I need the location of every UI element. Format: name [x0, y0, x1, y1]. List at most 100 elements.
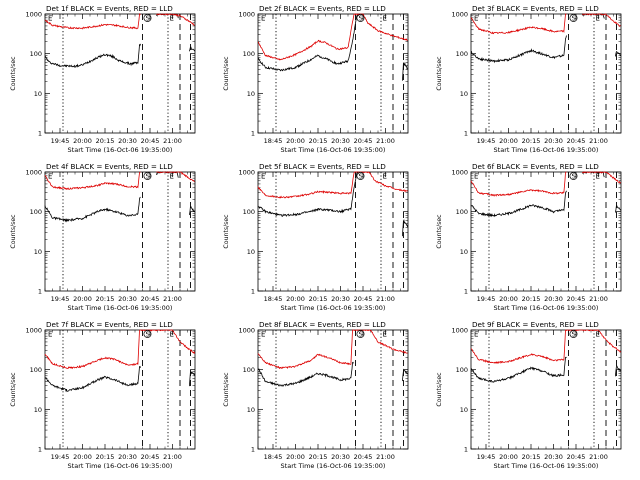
x-tick-label: 21:00 [376, 295, 395, 303]
y-tick-label: 10 [34, 90, 42, 98]
saa-annotation-circle [143, 330, 152, 338]
x-tick-label: 21:00 [589, 453, 608, 461]
x-tick-label: 20:30 [331, 453, 350, 461]
x-tick-label: 21:00 [376, 137, 395, 145]
y-tick-label: 1 [251, 288, 255, 296]
panel-title: Det 3f BLACK = Events, RED = LLD [472, 4, 599, 13]
eclipse-annotation: E [383, 15, 387, 23]
y-tick-label: 10 [460, 90, 468, 98]
eclipse-annotation: E [48, 331, 52, 339]
x-tick-label: 20:15 [309, 137, 328, 145]
eclipse-annotation: E [474, 173, 478, 181]
plot-frame [470, 13, 622, 134]
y-tick-label: 1 [251, 130, 255, 138]
y-tick-label: 1 [38, 130, 42, 138]
panel-title: Det 5f BLACK = Events, RED = LLD [259, 162, 386, 171]
y-axis-label: Counts/sec [10, 372, 17, 407]
y-tick-label: 1000 [25, 169, 42, 177]
eclipse-annotation: E [170, 15, 174, 23]
x-tick-label: 20:00 [499, 453, 518, 461]
eclipse-annotation: E [261, 15, 265, 23]
x-tick-label: 20:15 [309, 295, 328, 303]
y-tick-label: 1 [38, 288, 42, 296]
eclipse-annotation: S [359, 173, 364, 181]
y-tick-label: 100 [243, 50, 255, 58]
x-tick-label: 20:30 [118, 295, 137, 303]
panel-title: Det 1f BLACK = Events, RED = LLD [46, 4, 173, 13]
x-tick-label: 18:45 [264, 137, 283, 145]
panel-title: Det 6f BLACK = Events, RED = LLD [472, 162, 599, 171]
y-axis-label: Counts/sec [436, 56, 443, 91]
x-tick-label: 20:00 [499, 295, 518, 303]
y-tick-label: 1 [464, 288, 468, 296]
saa-annotation-circle [569, 172, 578, 180]
y-tick-label: 1000 [238, 11, 255, 19]
y-axis-label: Counts/sec [436, 214, 443, 249]
y-tick-label: 1000 [238, 169, 255, 177]
x-tick-label: 18:45 [264, 453, 283, 461]
eclipse-annotation: E [474, 331, 478, 339]
series-line-lld [44, 13, 195, 30]
x-tick-label: 20:15 [96, 137, 115, 145]
x-tick-label: 20:45 [567, 295, 586, 303]
x-tick-label: 20:15 [522, 295, 541, 303]
x-tick-label: 20:30 [331, 137, 350, 145]
panel-title: Det 4f BLACK = Events, RED = LLD [46, 162, 173, 171]
y-axis-label: Counts/sec [436, 372, 443, 407]
x-tick-label: 20:45 [567, 453, 586, 461]
x-axis-label: Start Time (16-Oct-06 19:35:00) [281, 304, 386, 312]
x-tick-label: 21:00 [163, 137, 182, 145]
x-axis-label: Start Time (16-Oct-06 19:35:00) [494, 462, 599, 470]
panel-title: Det 9f BLACK = Events, RED = LLD [472, 320, 599, 329]
chart-panel-det-9f: Det 9f BLACK = Events, RED = LLD Counts/s… [436, 320, 622, 470]
x-tick-label: 19:45 [51, 295, 70, 303]
x-tick-label: 20:30 [331, 295, 350, 303]
x-tick-label: 19:45 [477, 137, 496, 145]
series-line-lld [257, 171, 408, 199]
chart-panel-det-6f: Det 6f BLACK = Events, RED = LLD Counts/s… [436, 162, 622, 312]
saa-annotation-circle [356, 14, 365, 22]
plot-frame [44, 329, 196, 450]
x-tick-label: 21:00 [163, 453, 182, 461]
x-tick-label: 20:15 [96, 295, 115, 303]
x-tick-label: 20:00 [286, 137, 305, 145]
y-tick-label: 100 [243, 208, 255, 216]
x-axis-label: Start Time (16-Oct-06 19:35:00) [494, 304, 599, 312]
y-tick-label: 1 [464, 130, 468, 138]
x-axis-label: Start Time (16-Oct-06 19:35:00) [494, 146, 599, 154]
eclipse-annotation: E [596, 331, 600, 339]
x-tick-label: 20:45 [354, 295, 373, 303]
x-tick-label: 20:15 [522, 137, 541, 145]
saa-annotation-circle [569, 14, 578, 22]
x-tick-label: 21:00 [376, 453, 395, 461]
x-tick-label: 20:15 [522, 453, 541, 461]
x-axis-label: Start Time (16-Oct-06 19:35:00) [281, 146, 386, 154]
y-tick-label: 1000 [25, 11, 42, 19]
y-tick-label: 1000 [25, 327, 42, 335]
chart-panel-det-2f: Det 2f BLACK = Events, RED = LLD Counts/s… [223, 4, 409, 154]
y-tick-label: 100 [456, 208, 468, 216]
y-tick-label: 10 [34, 248, 42, 256]
x-tick-label: 20:00 [286, 453, 305, 461]
series-line-lld [258, 13, 408, 61]
x-tick-label: 21:00 [163, 295, 182, 303]
x-tick-label: 20:45 [141, 295, 160, 303]
x-tick-label: 19:45 [477, 295, 496, 303]
y-tick-label: 10 [247, 248, 255, 256]
eclipse-annotation: S [359, 15, 364, 23]
eclipse-annotation: E [48, 173, 52, 181]
panel-title: Det 2f BLACK = Events, RED = LLD [259, 4, 386, 13]
eclipse-annotation: E [474, 15, 478, 23]
eclipse-annotation: E [170, 173, 174, 181]
x-tick-label: 20:45 [354, 453, 373, 461]
x-axis-label: Start Time (16-Oct-06 19:35:00) [281, 462, 386, 470]
eclipse-annotation: S [572, 173, 577, 181]
eclipse-annotation: S [146, 173, 151, 181]
series-line-lld [44, 329, 195, 370]
series-line-events [257, 171, 408, 237]
y-tick-label: 1000 [451, 327, 468, 335]
x-tick-label: 20:15 [96, 453, 115, 461]
series-line-events [257, 361, 408, 387]
y-tick-label: 10 [34, 406, 42, 414]
